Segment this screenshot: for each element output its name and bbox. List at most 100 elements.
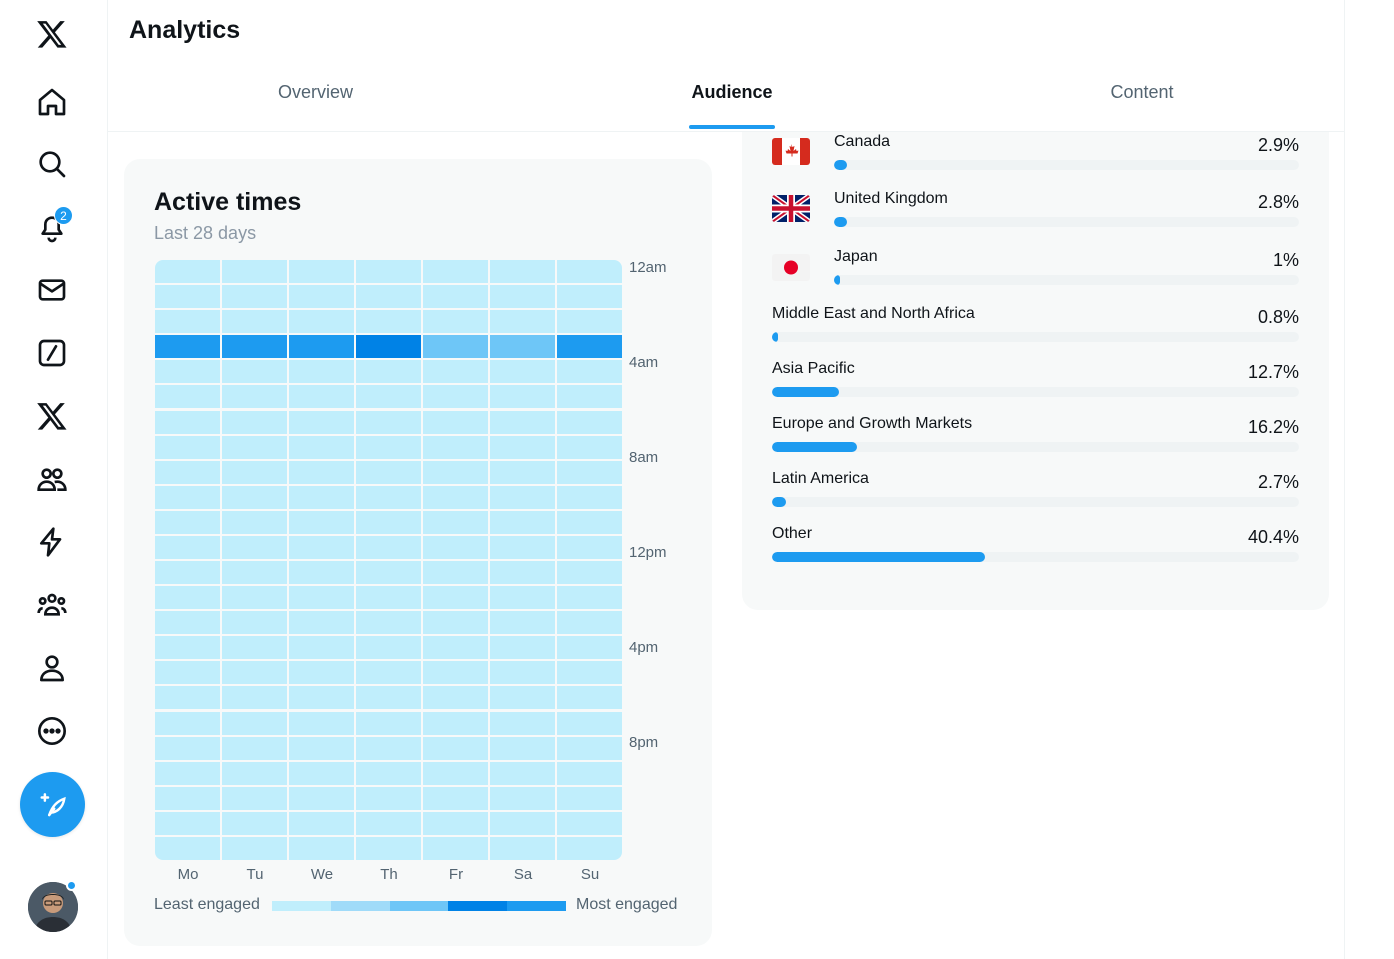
heatmap-cell[interactable] [155,360,220,384]
heatmap-cell[interactable] [490,385,555,409]
heatmap-cell[interactable] [423,661,488,685]
heatmap-cell[interactable] [557,460,622,484]
heatmap-cell[interactable] [423,310,488,334]
heatmap-cell[interactable] [490,836,555,860]
heatmap-cell[interactable] [557,761,622,785]
x-logo-icon[interactable] [26,8,78,60]
heatmap-cell[interactable] [490,586,555,610]
heatmap-cell[interactable] [289,786,354,810]
heatmap-cell[interactable] [557,836,622,860]
account-avatar[interactable] [28,882,78,932]
heatmap-cell[interactable] [155,535,220,559]
heatmap-cell[interactable] [356,786,421,810]
heatmap-cell[interactable] [155,260,220,284]
heatmap-cell[interactable] [557,686,622,710]
heatmap-cell[interactable] [289,460,354,484]
heatmap-cell[interactable] [155,385,220,409]
heatmap-cell[interactable] [356,460,421,484]
heatmap-cell[interactable] [557,385,622,409]
heatmap-cell[interactable] [490,335,555,359]
heatmap-cell[interactable] [356,736,421,760]
heatmap-cell[interactable] [423,510,488,534]
heatmap-cell[interactable] [155,510,220,534]
heatmap-cell[interactable] [557,811,622,835]
heatmap-cell[interactable] [356,485,421,509]
heatmap-cell[interactable] [423,535,488,559]
heatmap-cell[interactable] [557,535,622,559]
heatmap-cell[interactable] [356,435,421,459]
premium-icon[interactable] [26,390,78,442]
heatmap-cell[interactable] [490,611,555,635]
home-icon[interactable] [26,76,78,128]
heatmap-cell[interactable] [222,786,287,810]
heatmap-cell[interactable] [155,435,220,459]
heatmap-cell[interactable] [490,811,555,835]
heatmap-cell[interactable] [289,335,354,359]
heatmap-cell[interactable] [155,586,220,610]
heatmap-cell[interactable] [155,485,220,509]
heatmap-cell[interactable] [289,661,354,685]
heatmap-cell[interactable] [557,711,622,735]
heatmap-cell[interactable] [557,636,622,660]
heatmap-cell[interactable] [289,736,354,760]
heatmap-cell[interactable] [222,661,287,685]
heatmap-cell[interactable] [356,586,421,610]
heatmap-cell[interactable] [557,435,622,459]
heatmap-cell[interactable] [356,811,421,835]
heatmap-cell[interactable] [222,686,287,710]
heatmap-cell[interactable] [222,460,287,484]
heatmap-cell[interactable] [222,761,287,785]
heatmap-cell[interactable] [289,836,354,860]
heatmap-cell[interactable] [289,636,354,660]
verified-orgs-icon[interactable] [26,516,78,568]
heatmap-cell[interactable] [155,661,220,685]
explore-icon[interactable] [26,138,78,190]
heatmap-cell[interactable] [423,285,488,309]
heatmap-cell[interactable] [222,360,287,384]
heatmap-cell[interactable] [490,285,555,309]
heatmap-cell[interactable] [289,535,354,559]
tab-overview[interactable]: Overview [277,82,353,102]
compose-post-button[interactable] [20,772,85,837]
heatmap-cell[interactable] [222,636,287,660]
heatmap-cell[interactable] [557,736,622,760]
heatmap-cell[interactable] [222,811,287,835]
heatmap-cell[interactable] [356,636,421,660]
more-icon[interactable] [26,705,78,757]
heatmap-cell[interactable] [222,260,287,284]
heatmap-cell[interactable] [490,561,555,585]
heatmap-cell[interactable] [155,711,220,735]
heatmap-cell[interactable] [222,611,287,635]
heatmap-cell[interactable] [289,310,354,334]
heatmap-cell[interactable] [557,410,622,434]
heatmap-cell[interactable] [222,535,287,559]
profile-icon[interactable] [26,642,78,694]
heatmap-cell[interactable] [356,510,421,534]
heatmap-cell[interactable] [356,661,421,685]
heatmap-cell[interactable] [423,360,488,384]
heatmap-cell[interactable] [557,510,622,534]
heatmap-cell[interactable] [356,561,421,585]
heatmap-cell[interactable] [423,335,488,359]
heatmap-cell[interactable] [557,611,622,635]
heatmap-cell[interactable] [490,636,555,660]
heatmap-cell[interactable] [155,460,220,484]
heatmap-cell[interactable] [557,360,622,384]
heatmap-cell[interactable] [289,285,354,309]
heatmap-cell[interactable] [490,310,555,334]
heatmap-cell[interactable] [222,310,287,334]
groups-icon[interactable] [26,579,78,631]
heatmap-cell[interactable] [423,611,488,635]
heatmap-cell[interactable] [289,761,354,785]
heatmap-cell[interactable] [222,485,287,509]
heatmap-cell[interactable] [155,611,220,635]
heatmap-cell[interactable] [356,260,421,284]
messages-icon[interactable] [26,264,78,316]
heatmap-cell[interactable] [557,586,622,610]
heatmap-cell[interactable] [356,410,421,434]
heatmap-cell[interactable] [423,410,488,434]
heatmap-cell[interactable] [423,435,488,459]
heatmap-cell[interactable] [423,460,488,484]
heatmap-cell[interactable] [356,360,421,384]
heatmap-cell[interactable] [222,836,287,860]
